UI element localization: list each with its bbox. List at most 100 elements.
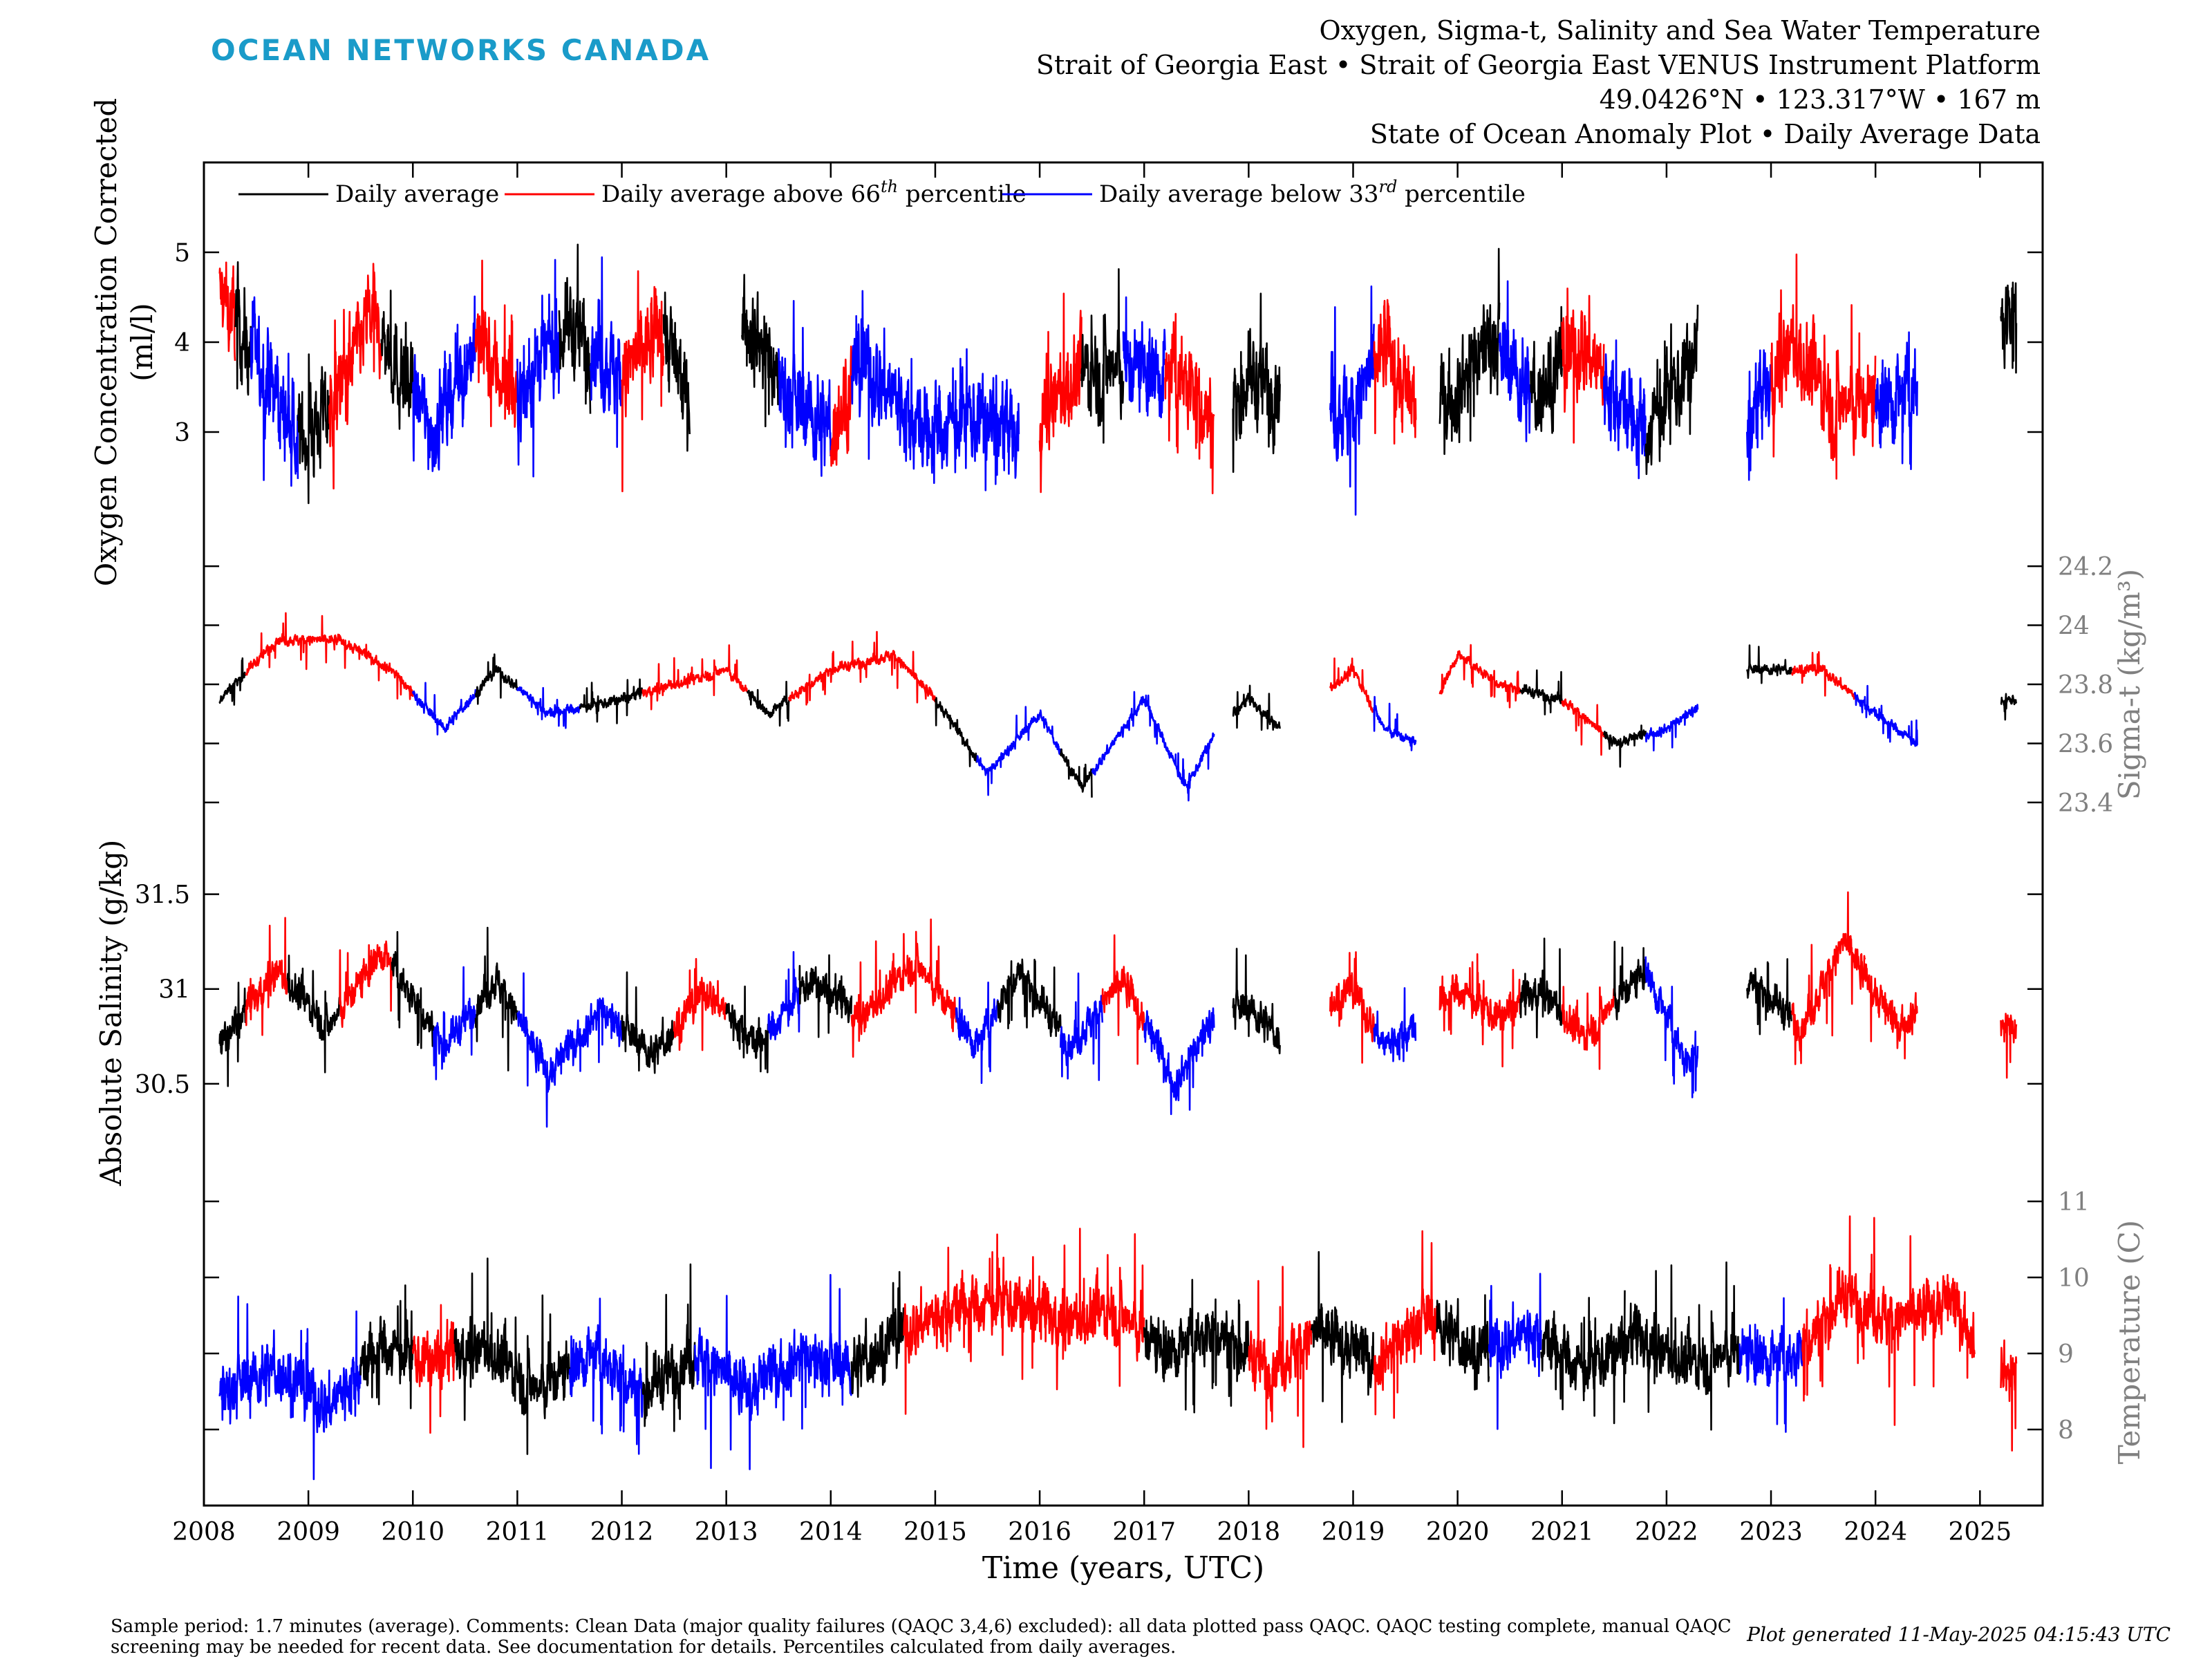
sigma_t-series-below: [1644, 704, 1699, 751]
salinity-tick-label: 30.5: [135, 1071, 190, 1099]
temperature-series-below: [694, 1295, 748, 1470]
salinity-series-normal: [1519, 937, 1564, 1039]
salinity-series-below: [955, 982, 999, 1084]
salinity-axis-label: Absolute Salinity (g/kg): [94, 840, 128, 1187]
oxygen-series-below: [850, 290, 1020, 491]
sigma_t-series-normal: [1232, 684, 1281, 731]
sigma_t-tick-label: 23.6: [2058, 730, 2113, 758]
salinity-series-normal: [997, 958, 1062, 1038]
legend-entry-below: Daily average below 33rd percentile: [1099, 177, 1526, 208]
oxygen-axis-label: Oxygen Concentration Corrected: [89, 98, 123, 586]
temperature-series-normal: [641, 1263, 696, 1432]
salinity-series-below: [1143, 1007, 1215, 1116]
x-tick-label: 2009: [276, 1518, 340, 1546]
salinity-series-normal: [621, 971, 675, 1074]
oxygen-series-normal: [234, 261, 252, 396]
x-tick-label: 2022: [1635, 1518, 1698, 1546]
oxygen-series-below: [589, 256, 623, 448]
temperature-series-below: [1488, 1273, 1542, 1430]
x-tick-label: 2008: [172, 1518, 236, 1546]
salinity-series-normal: [725, 985, 769, 1074]
sigma_t-tick-label: 23.8: [2058, 671, 2113, 700]
sigma_t-series-above: [704, 644, 748, 696]
temperature-series-below: [1738, 1297, 1803, 1433]
legend-entry-normal: Daily average: [335, 180, 499, 208]
x-tick-label: 2016: [1008, 1518, 1071, 1546]
temperature-series-normal: [1310, 1250, 1375, 1423]
sigma_t-series-normal: [1746, 644, 1793, 684]
oxygen-series-below: [1122, 296, 1166, 419]
salinity-series-normal: [1613, 941, 1647, 1021]
oxygen-series-below: [1498, 280, 1532, 442]
temperature-series-normal: [850, 1271, 905, 1398]
x-tick-label: 2013: [695, 1518, 758, 1546]
sigma_t-series-normal: [934, 697, 978, 767]
salinity-series-above: [1101, 934, 1145, 1065]
sigma_t-series-above: [641, 657, 706, 711]
x-tick-label: 2010: [381, 1518, 444, 1546]
x-tick-label: 2019: [1322, 1518, 1385, 1546]
temperature-series-above: [1248, 1266, 1313, 1448]
salinity-series-above: [339, 940, 393, 1028]
salinity-series-above: [2000, 1013, 2018, 1079]
sigma_t-series-above: [788, 630, 937, 706]
sigma_t-tick-label: 24: [2058, 612, 2090, 641]
salinity-series-below: [433, 966, 477, 1080]
temperature-series-above: [903, 1228, 1093, 1415]
oxygen-series-normal: [662, 291, 691, 452]
sigma_t-series-below: [1853, 684, 1918, 747]
oxygen-tick-label: 4: [174, 329, 190, 357]
ocean-networks-canada-logo: OCEAN NETWORKS CANADA: [211, 33, 711, 67]
oxygen-series-above: [1561, 288, 1605, 444]
sigma_t-series-above: [1329, 657, 1375, 713]
oxygen-series-normal: [2000, 281, 2018, 374]
sigma_t-series-normal: [1603, 724, 1647, 768]
salinity-series-below: [1060, 972, 1104, 1081]
x-tick-label: 2023: [1739, 1518, 1803, 1546]
oxygen-series-below: [1874, 331, 1918, 470]
sample-period-comment: Sample period: 1.7 minutes (average). Co…: [111, 1616, 1732, 1658]
sigma_t-series-below: [412, 682, 477, 735]
temperature-series-normal: [359, 1284, 414, 1409]
x-tick-label: 2015: [903, 1518, 967, 1546]
temperature-tick-label: 11: [2058, 1188, 2090, 1217]
sigma_t-series-above: [1561, 698, 1605, 756]
temperature-series-normal: [1624, 1264, 1689, 1413]
temperature-series-normal: [1195, 1298, 1250, 1407]
sigma_t-series-below: [516, 686, 581, 729]
oxygen-series-normal: [558, 243, 592, 414]
sigma_t-series-normal: [2000, 693, 2018, 721]
oxygen-series-above: [830, 345, 853, 467]
chart-title-line-3: 49.0426°N • 123.317°W • 167 m: [1599, 84, 2041, 115]
sigma_t-series-below: [1373, 695, 1417, 751]
sigma_t-series-above: [1791, 651, 1856, 700]
oxygen-series-below: [778, 300, 832, 477]
sigma_t-axis-label: Sigma-t (kg/m³): [2112, 569, 2146, 800]
temperature-series-above: [1091, 1233, 1145, 1387]
salinity-series-below: [1373, 987, 1417, 1062]
oxygen-series-normal: [1232, 292, 1281, 473]
temperature-series-normal: [1436, 1294, 1490, 1391]
sigma_t-series-below: [1091, 691, 1166, 776]
sigma_t-tick-label: 24.2: [2058, 553, 2113, 581]
oxygen-series-normal: [297, 353, 330, 505]
salinity-series-below: [579, 997, 623, 1072]
sigma_t-series-normal: [218, 657, 247, 706]
salinity-series-above: [850, 940, 894, 1058]
salinity-series-normal: [1232, 948, 1281, 1055]
sigma_t-series-above: [328, 633, 414, 700]
temperature-tick-label: 9: [2058, 1340, 2074, 1369]
sigma_t-series-below: [1164, 732, 1215, 802]
chart-title-line-2: Strait of Georgia East • Strait of Georg…: [1035, 50, 2041, 80]
temperature-series-above: [1801, 1215, 1876, 1402]
oxygen-series-normal: [1438, 247, 1501, 456]
oxygen-series-normal: [1080, 268, 1125, 444]
temperature-series-below: [218, 1295, 362, 1481]
salinity-series-normal: [218, 982, 247, 1087]
oxygen-series-above: [1373, 299, 1417, 445]
salinity-series-above: [892, 918, 957, 1033]
salinity-series-normal: [798, 954, 853, 1038]
salinity-series-above: [673, 957, 727, 1051]
sigma_t-series-normal: [1519, 669, 1564, 715]
